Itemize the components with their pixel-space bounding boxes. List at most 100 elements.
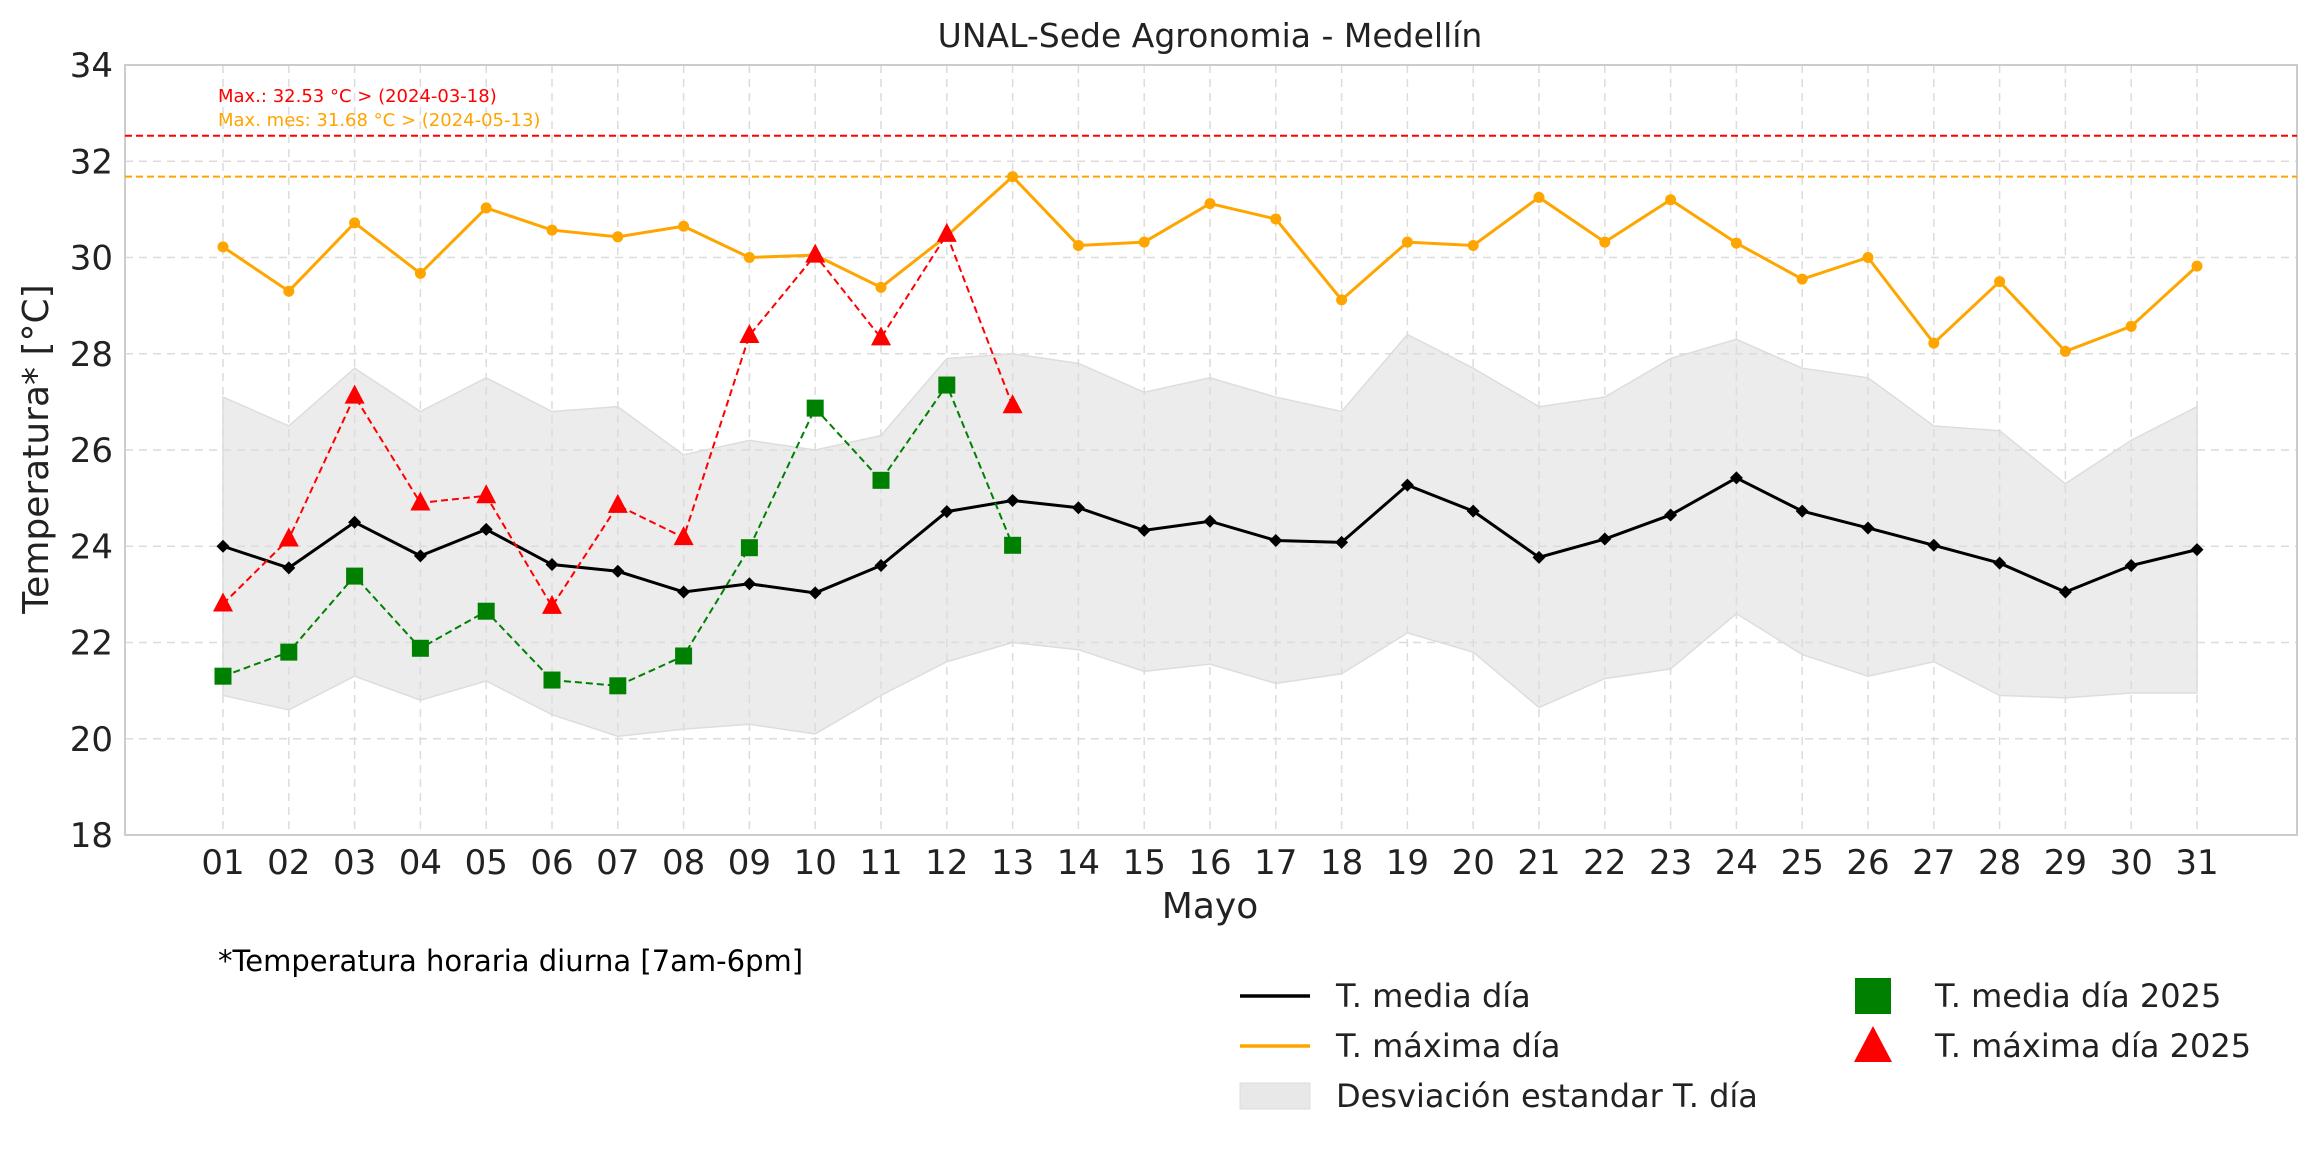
- data-point-t-m-xima-d-a-2025: [739, 323, 760, 343]
- data-point-t-m-xima-d-a: [1730, 237, 1742, 249]
- data-point-t-m-xima-d-a: [546, 224, 558, 236]
- data-point-t-m-xima-d-a: [2059, 345, 2071, 357]
- x-tick-label: 28: [1978, 843, 2021, 883]
- x-tick-label: 16: [1188, 843, 1231, 883]
- legend-label: T. máxima día: [1335, 1027, 1560, 1065]
- data-point-t-m-xima-d-a: [1270, 213, 1282, 225]
- data-point-t-media-d-a: [1795, 504, 1809, 518]
- data-point-t-media-d-a: [2058, 585, 2072, 599]
- data-point-t-m-xima-d-a: [349, 217, 361, 229]
- data-point-t-m-xima-d-a: [480, 202, 492, 214]
- x-tick-label: 20: [1452, 843, 1495, 883]
- data-point-t-media-d-a: [545, 558, 559, 572]
- data-point-t-m-xima-d-a: [1862, 252, 1874, 263]
- data-point-t-media-d-a: [1927, 538, 1941, 552]
- legend-swatch: [1855, 978, 1891, 1014]
- data-point-t-m-xima-d-a-2025: [871, 326, 891, 346]
- y-tick-label: 34: [70, 46, 113, 86]
- x-tick-label: 12: [925, 843, 968, 883]
- x-tick-label: 03: [333, 843, 376, 883]
- x-tick-label: 17: [1254, 843, 1297, 883]
- data-point-t-m-xima-d-a: [1336, 294, 1348, 306]
- data-point-t-media-d-a: [1532, 550, 1546, 564]
- x-tick-label: 19: [1386, 843, 1429, 883]
- legend-label: Desviación estandar T. día: [1336, 1077, 1758, 1115]
- data-point-t-media-d-a: [940, 505, 954, 519]
- plot-frame: [124, 64, 2298, 836]
- data-point-t-media-d-a: [874, 559, 888, 572]
- x-tick-label: 05: [465, 843, 508, 883]
- x-tick-label: 07: [596, 843, 639, 883]
- legend-item: T. media día: [1240, 977, 1531, 1015]
- x-tick-label: 29: [2044, 843, 2087, 883]
- x-tick-label: 22: [1583, 843, 1626, 883]
- data-point-t-media-d-a: [413, 549, 427, 563]
- chart-title: UNAL-Sede Agronomia - Medellín: [938, 16, 1483, 55]
- data-point-t-m-xima-d-a: [875, 281, 887, 293]
- y-tick-label: 22: [70, 624, 113, 664]
- x-tick-label: 25: [1781, 843, 1824, 883]
- data-point-t-media-d-a-2025: [543, 671, 561, 689]
- data-point-t-media-d-a: [282, 561, 296, 575]
- data-point-t-m-xima-d-a: [217, 241, 229, 253]
- data-point-t-m-xima-d-a: [1994, 276, 2006, 288]
- x-tick-label: 27: [1912, 843, 1955, 883]
- data-point-t-m-xima-d-a: [2125, 320, 2137, 332]
- data-point-t-media-d-a-2025: [675, 647, 693, 665]
- data-point-t-m-xima-d-a-2025: [213, 592, 233, 612]
- data-point-t-media-d-a: [1466, 504, 1480, 518]
- data-point-t-media-d-a: [1335, 535, 1349, 549]
- data-point-t-media-d-a: [348, 515, 362, 529]
- data-point-t-m-xima-d-a-2025: [344, 384, 365, 404]
- y-tick-label: 20: [70, 720, 113, 760]
- data-point-t-media-d-a-2025: [872, 471, 890, 489]
- data-point-t-m-xima-d-a-2025: [476, 484, 497, 504]
- data-point-t-m-xima-d-a: [678, 220, 690, 232]
- x-tick-label: 11: [859, 843, 902, 883]
- ref-line-label-max-month: Max. mes: 31.68 °C > (2024-05-13): [218, 110, 540, 131]
- legend-swatch: [1239, 1082, 1311, 1110]
- data-point-t-media-d-a: [1203, 514, 1217, 528]
- legend-item: Desviación estandar T. día: [1239, 1077, 1758, 1115]
- data-point-t-m-xima-d-a-2025: [936, 222, 957, 242]
- data-point-t-m-xima-d-a: [743, 252, 755, 263]
- x-tick-label: 21: [1517, 843, 1560, 883]
- data-point-t-m-xima-d-a: [1138, 236, 1150, 248]
- ref-line-label-max: Max.: 32.53 °C > (2024-03-18): [218, 86, 497, 107]
- data-point-t-media-d-a-2025: [609, 677, 627, 695]
- data-point-t-m-xima-d-a: [414, 267, 426, 279]
- data-point-t-m-xima-d-a: [1072, 239, 1084, 251]
- legend-item: T. máxima día: [1240, 1027, 1560, 1065]
- y-tick-label: 26: [70, 431, 113, 471]
- x-tick-label: 08: [662, 843, 705, 883]
- data-point-t-media-d-a: [1071, 501, 1085, 515]
- data-point-t-media-d-a-2025: [1004, 536, 1022, 554]
- y-tick-label: 18: [70, 816, 113, 856]
- data-point-t-media-d-a: [808, 586, 822, 600]
- data-point-t-media-d-a-2025: [346, 567, 364, 585]
- x-tick-label: 15: [1123, 843, 1166, 883]
- data-point-t-media-d-a: [479, 522, 493, 536]
- y-tick-label: 28: [70, 335, 113, 375]
- x-tick-label: 24: [1715, 843, 1758, 883]
- x-tick-label: 10: [794, 843, 837, 883]
- data-point-t-m-xima-d-a: [1796, 273, 1808, 285]
- x-tick-label: 09: [728, 843, 771, 883]
- x-tick-label: 18: [1320, 843, 1363, 883]
- data-point-t-media-d-a: [1269, 533, 1283, 547]
- data-point-t-m-xima-d-a: [1007, 171, 1019, 183]
- data-point-t-media-d-a: [742, 577, 756, 591]
- legend-item: T. máxima día 2025: [1854, 1026, 2251, 1065]
- x-tick-label: 14: [1057, 843, 1100, 883]
- x-tick-label: 02: [267, 843, 310, 883]
- x-tick-label: 13: [991, 843, 1034, 883]
- data-point-t-media-d-a: [1400, 478, 1414, 492]
- data-point-t-media-d-a: [2190, 543, 2204, 557]
- legend-item: T. media día 2025: [1855, 977, 2221, 1015]
- data-point-t-media-d-a-2025: [214, 667, 232, 685]
- legend-label: T. media día: [1335, 977, 1531, 1015]
- data-point-t-media-d-a: [1137, 523, 1151, 537]
- data-point-t-m-xima-d-a-2025: [278, 527, 299, 547]
